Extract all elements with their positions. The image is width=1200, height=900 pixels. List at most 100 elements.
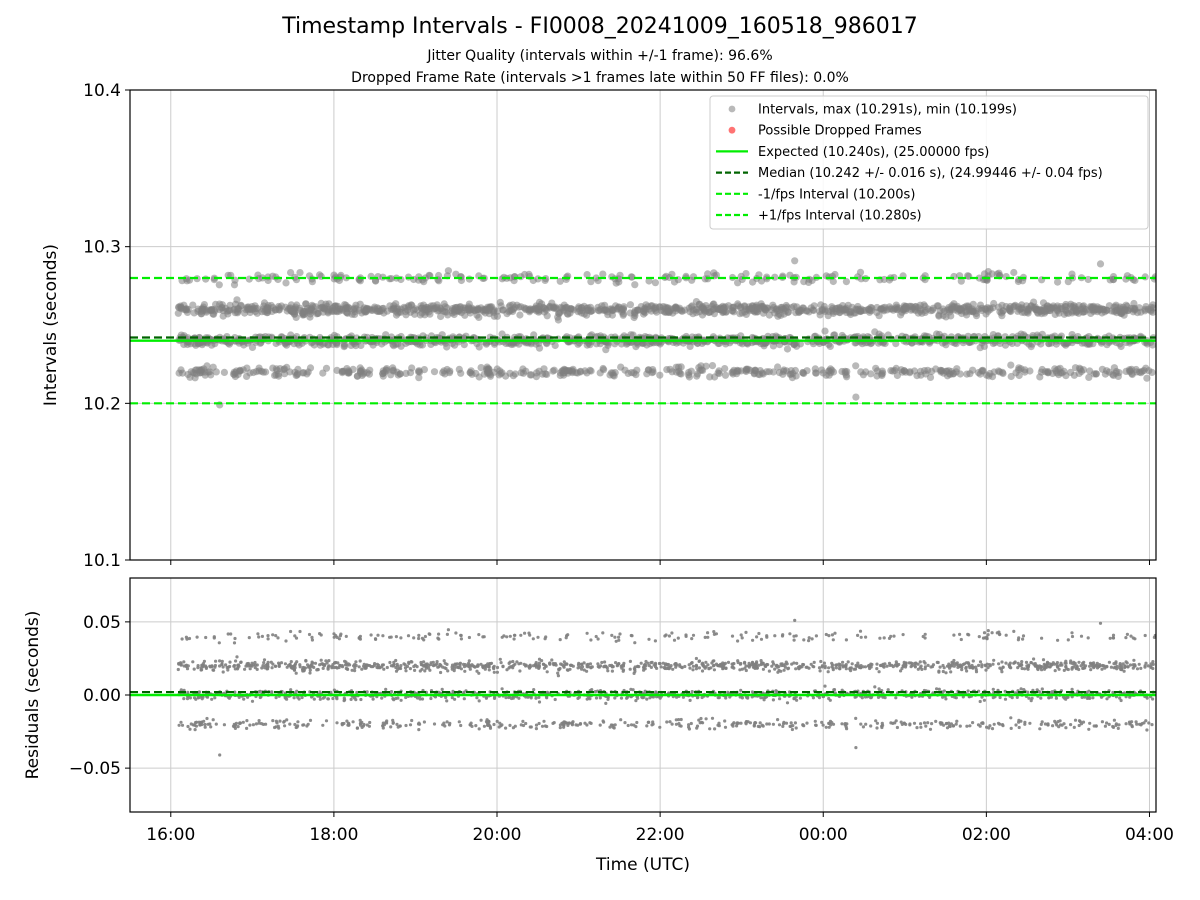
residual-point — [450, 663, 455, 667]
residual-point — [629, 723, 634, 727]
residual-point — [673, 662, 678, 666]
residual-point — [235, 655, 239, 659]
residual-point — [1144, 719, 1148, 723]
residual-point — [767, 722, 771, 726]
interval-point — [237, 301, 245, 309]
interval-point — [281, 303, 289, 311]
residual-point — [508, 634, 512, 638]
residual-point — [695, 724, 700, 728]
residual-point — [596, 637, 600, 641]
residual-point — [844, 667, 848, 671]
interval-point — [484, 303, 492, 311]
interval-point — [990, 368, 998, 376]
residual-point — [191, 660, 195, 664]
residual-point — [354, 698, 358, 702]
residual-point — [1016, 638, 1021, 642]
residual-point — [213, 665, 217, 669]
interval-point — [262, 368, 270, 376]
residual-point — [801, 723, 805, 727]
intervals-reference-lines — [130, 276, 1156, 405]
residual-point — [1114, 723, 1118, 728]
residual-point — [381, 724, 385, 728]
interval-point — [721, 303, 730, 311]
residual-point — [439, 670, 443, 675]
residual-point — [614, 639, 618, 643]
residual-point — [243, 667, 247, 671]
interval-point — [1021, 309, 1029, 317]
interval-point — [893, 303, 901, 311]
residual-point — [362, 664, 366, 668]
residual-point — [204, 635, 208, 640]
interval-point — [1125, 366, 1134, 374]
interval-point — [220, 368, 228, 376]
residual-point — [794, 667, 798, 671]
interval-point — [406, 369, 415, 377]
interval-point — [1109, 371, 1118, 379]
residual-point — [1118, 663, 1122, 667]
residual-point — [739, 688, 743, 693]
residual-point — [1065, 667, 1069, 671]
residual-point — [997, 662, 1001, 666]
residual-point — [1054, 696, 1058, 700]
residual-point — [867, 663, 871, 668]
interval-point — [568, 369, 577, 377]
residual-point — [205, 716, 209, 721]
residual-point — [220, 662, 224, 666]
residual-point — [1041, 658, 1046, 662]
residual-point — [732, 662, 736, 666]
interval-point — [644, 366, 652, 374]
residual-point — [416, 722, 421, 726]
residual-point — [536, 635, 540, 639]
legend-label-0: Intervals, max (10.291s), min (10.199s) — [758, 103, 1017, 118]
residual-point — [712, 632, 717, 637]
residual-point — [723, 719, 727, 723]
residual-point — [650, 660, 654, 665]
interval-point — [1063, 309, 1071, 317]
residual-point — [462, 697, 466, 701]
residual-point — [423, 669, 427, 673]
residual-point — [1152, 635, 1156, 640]
interval-point — [268, 307, 276, 315]
interval-point — [796, 340, 805, 348]
residual-point — [934, 719, 938, 724]
residual-point — [723, 725, 728, 729]
residual-point — [602, 720, 606, 724]
residual-point — [1014, 723, 1018, 727]
residual-point — [944, 721, 949, 726]
residual-point — [683, 664, 687, 669]
residual-point — [242, 697, 246, 701]
residual-point — [739, 633, 743, 637]
interval-point — [645, 277, 653, 285]
interval-point — [299, 307, 307, 315]
residual-point — [396, 696, 400, 700]
residual-point — [1000, 660, 1004, 664]
residual-point — [947, 724, 952, 728]
interval-point — [940, 332, 949, 340]
residual-point — [826, 670, 830, 674]
residual-point — [817, 696, 822, 700]
residual-point — [568, 667, 572, 671]
residual-point — [900, 666, 904, 671]
residual-point — [698, 721, 702, 725]
interval-point — [1096, 260, 1105, 268]
residual-point — [809, 662, 813, 666]
residual-point — [1026, 664, 1030, 668]
residual-point — [298, 629, 302, 634]
interval-point — [1044, 367, 1052, 376]
residual-point — [598, 696, 602, 700]
residual-point — [492, 667, 496, 671]
residual-point — [1107, 722, 1111, 727]
residual-point — [601, 631, 605, 635]
residual-point — [608, 725, 612, 729]
residual-point — [918, 660, 922, 664]
interval-point — [281, 370, 289, 378]
residual-point — [864, 722, 868, 726]
residual-point — [404, 695, 408, 700]
residual-point — [784, 721, 789, 725]
residual-point — [793, 721, 798, 725]
residual-point — [760, 723, 764, 727]
residual-point — [580, 662, 584, 667]
residual-point — [910, 662, 914, 666]
interval-point — [1014, 277, 1023, 286]
